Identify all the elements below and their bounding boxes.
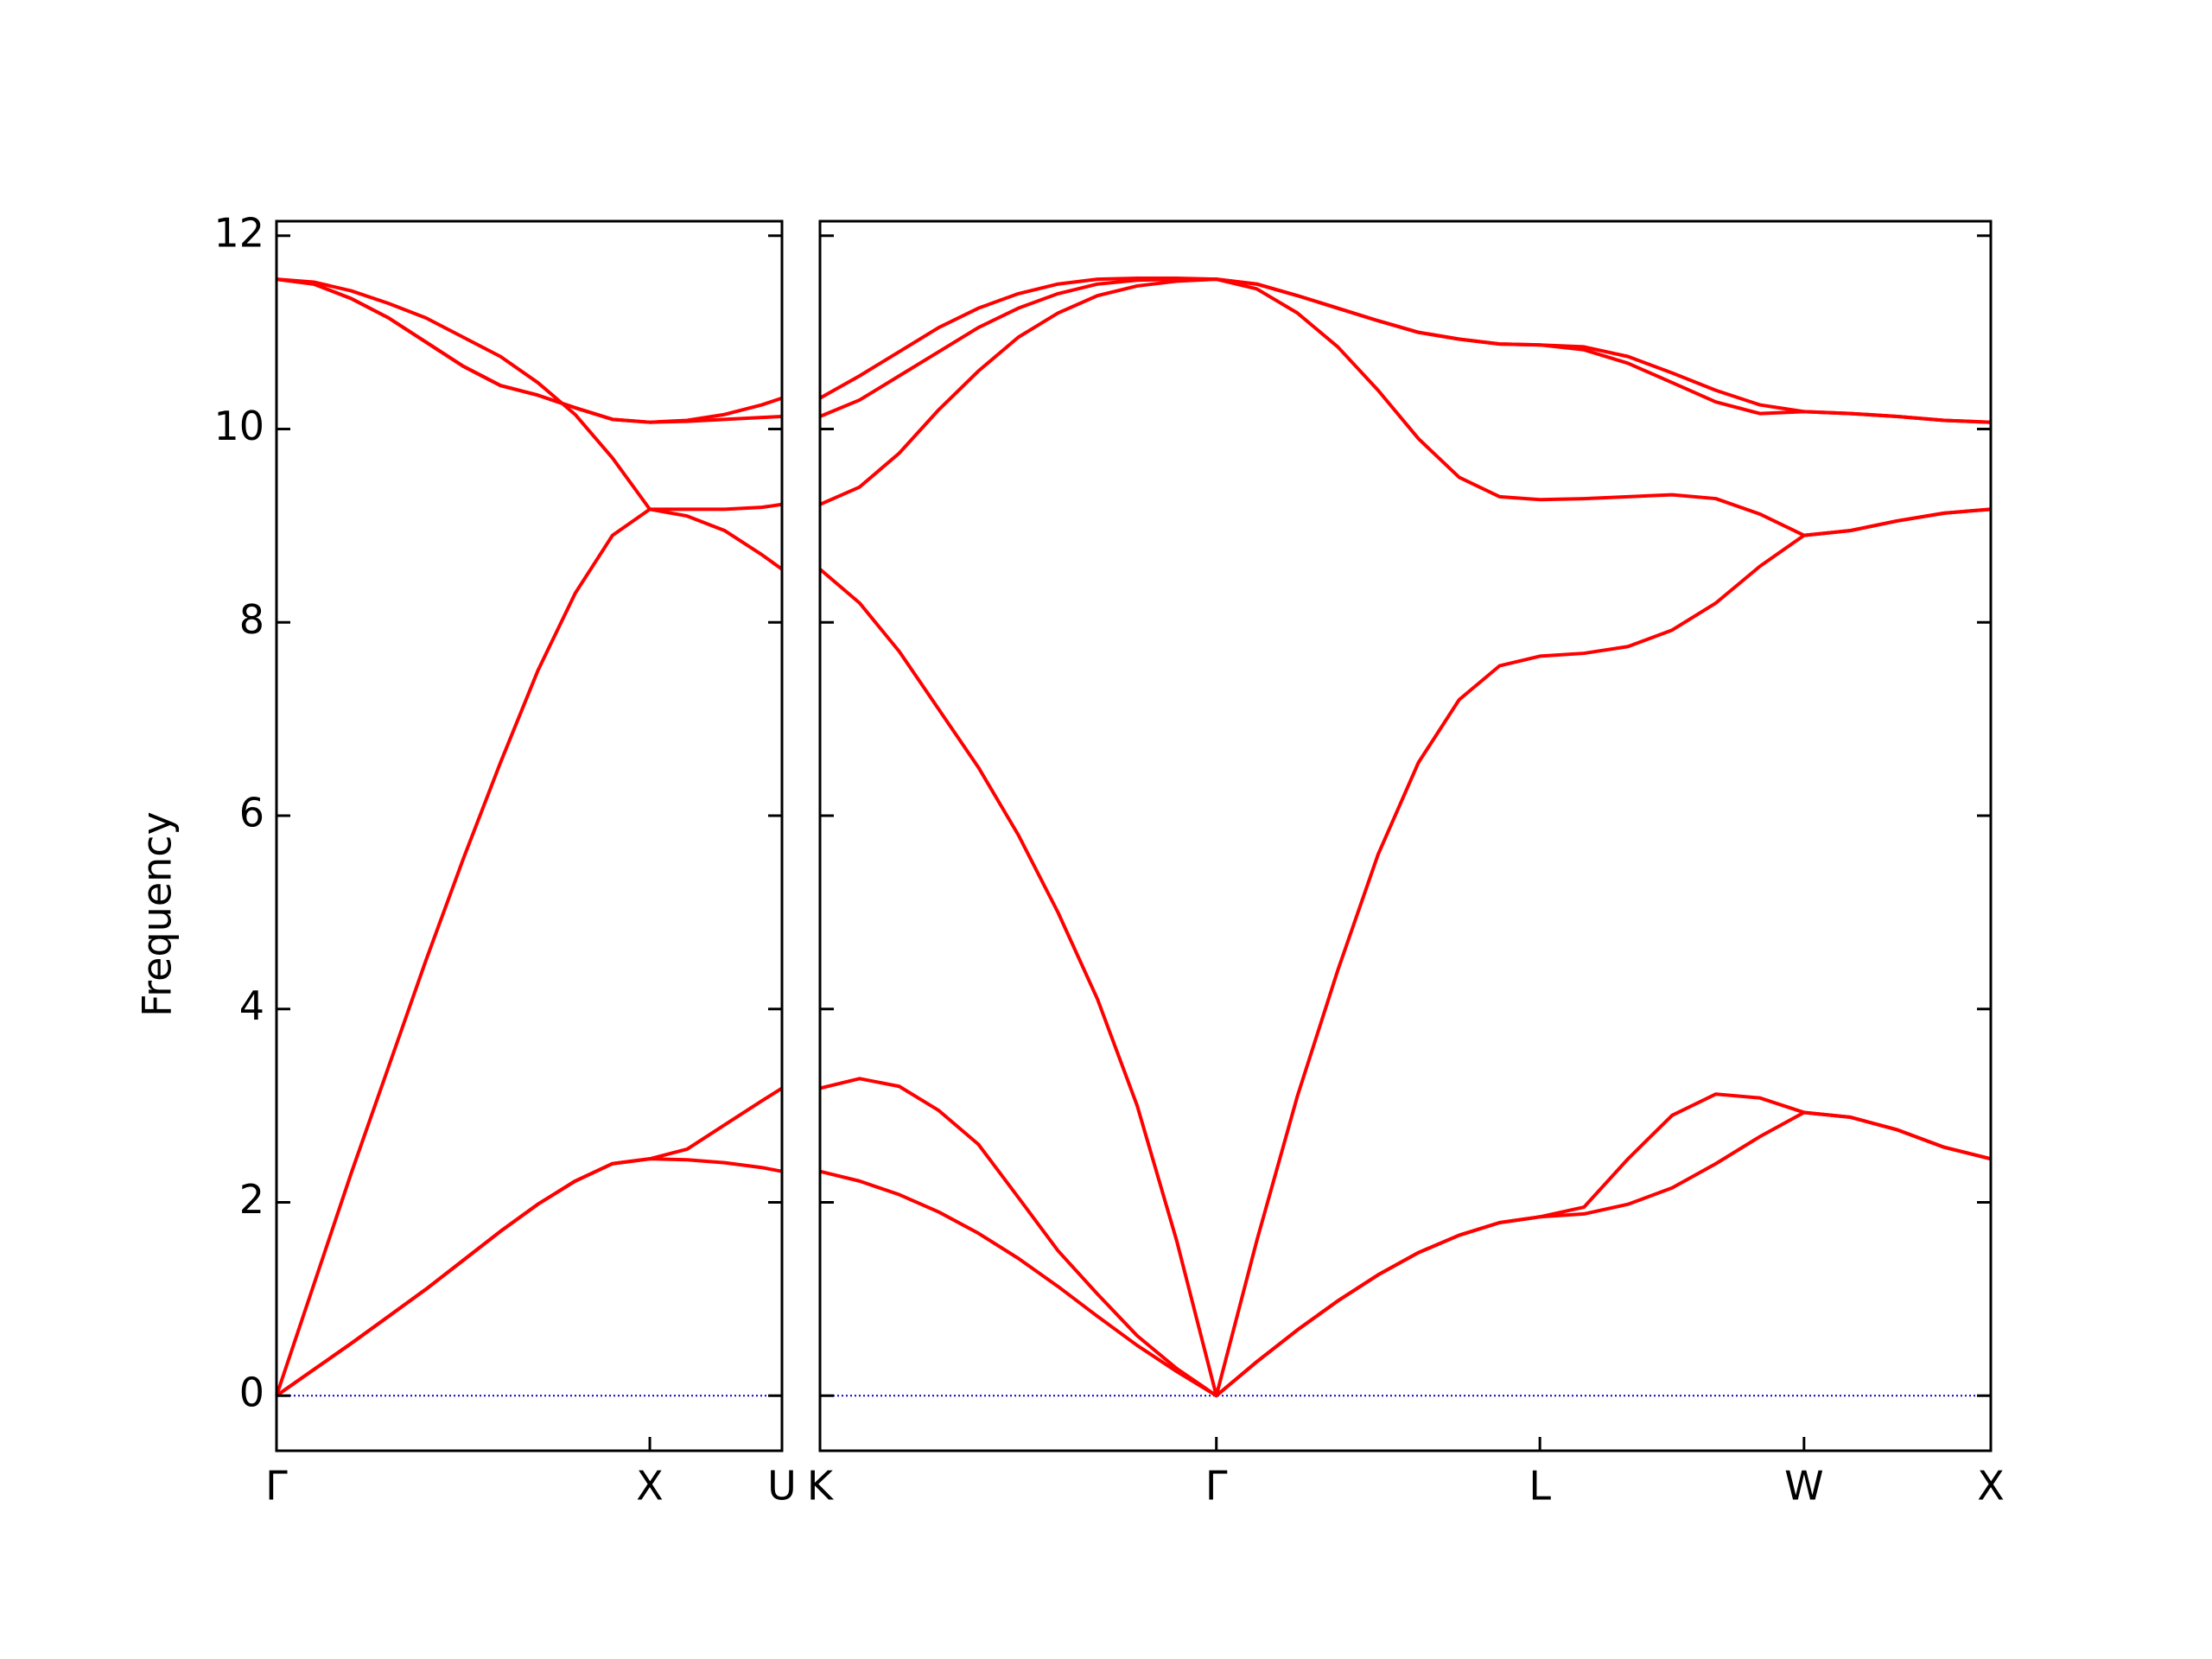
y-axis-label: Frequency bbox=[134, 811, 181, 1017]
band-line bbox=[818, 507, 1992, 1398]
y-tick-label: 8 bbox=[239, 596, 264, 643]
band-line bbox=[276, 277, 783, 512]
y-tick-label: 2 bbox=[239, 1176, 264, 1223]
x-tick-label: X bbox=[1977, 1463, 2005, 1510]
x-tick-label: U bbox=[767, 1463, 797, 1510]
y-tick-label: 10 bbox=[213, 403, 264, 449]
y-tick-label: 12 bbox=[213, 209, 264, 256]
x-tick-label: Γ bbox=[265, 1463, 288, 1510]
band-line bbox=[819, 1110, 1992, 1398]
x-tick-label: Γ bbox=[1205, 1463, 1228, 1510]
x-tick-label: W bbox=[1784, 1463, 1823, 1510]
plot-frame bbox=[818, 219, 1993, 1452]
band-line bbox=[819, 277, 1992, 537]
band-line bbox=[275, 1086, 784, 1397]
x-tick-label: K bbox=[807, 1463, 835, 1510]
y-tick-label: 6 bbox=[239, 790, 264, 836]
y-tick-label: 0 bbox=[239, 1370, 264, 1416]
y-tick-label: 4 bbox=[239, 982, 264, 1029]
band-line bbox=[275, 1157, 783, 1397]
band-line bbox=[275, 507, 784, 1396]
x-tick-label: L bbox=[1529, 1463, 1551, 1510]
band-line bbox=[276, 277, 783, 424]
band-line bbox=[819, 1077, 1992, 1398]
x-tick-label: X bbox=[636, 1463, 664, 1510]
band-line bbox=[819, 276, 1992, 424]
plot-frame bbox=[275, 219, 784, 1452]
